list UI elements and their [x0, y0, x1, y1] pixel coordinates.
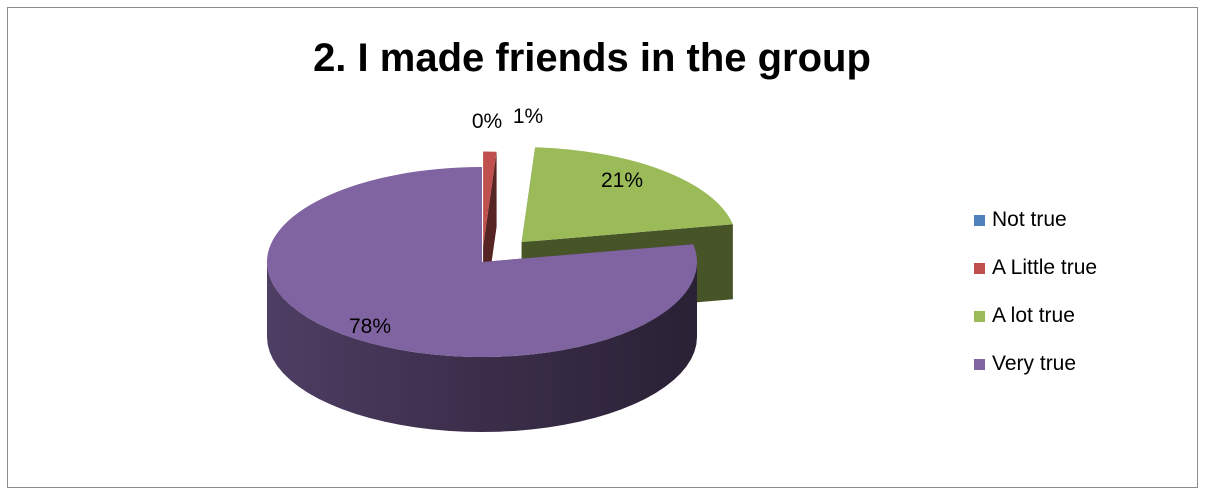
- pie-top-very-true: [266, 167, 697, 358]
- legend-item-not-true: Not true: [974, 208, 1097, 232]
- legend-swatch: [974, 358, 985, 370]
- legend-label: A Little true: [992, 256, 1098, 279]
- legend-label: A lot true: [992, 304, 1075, 327]
- pie-top-a-lot-true: [521, 147, 733, 243]
- pie-labels: 0% 1% 21% 78%: [349, 105, 643, 338]
- legend-label: Very true: [992, 352, 1077, 375]
- legend-swatch: [974, 310, 985, 322]
- legend-swatch: [974, 214, 985, 226]
- data-label-not-true: 0%: [472, 110, 502, 133]
- data-label-very-true: 78%: [349, 315, 391, 338]
- pie-tops: [266, 147, 733, 358]
- legend: Not true A Little true A lot true Very t…: [974, 208, 1097, 400]
- legend-label: Not true: [992, 208, 1067, 231]
- pie-top-a-little-true: [483, 151, 497, 247]
- data-label-a-lot-true: 21%: [601, 169, 643, 192]
- legend-item-a-lot-true: A lot true: [974, 304, 1097, 328]
- legend-item-very-true: Very true: [974, 352, 1097, 376]
- legend-swatch: [974, 262, 985, 274]
- data-label-a-little-true: 1%: [513, 105, 543, 128]
- legend-item-a-little-true: A Little true: [974, 256, 1097, 280]
- chart-title: 2. I made friends in the group: [313, 36, 871, 80]
